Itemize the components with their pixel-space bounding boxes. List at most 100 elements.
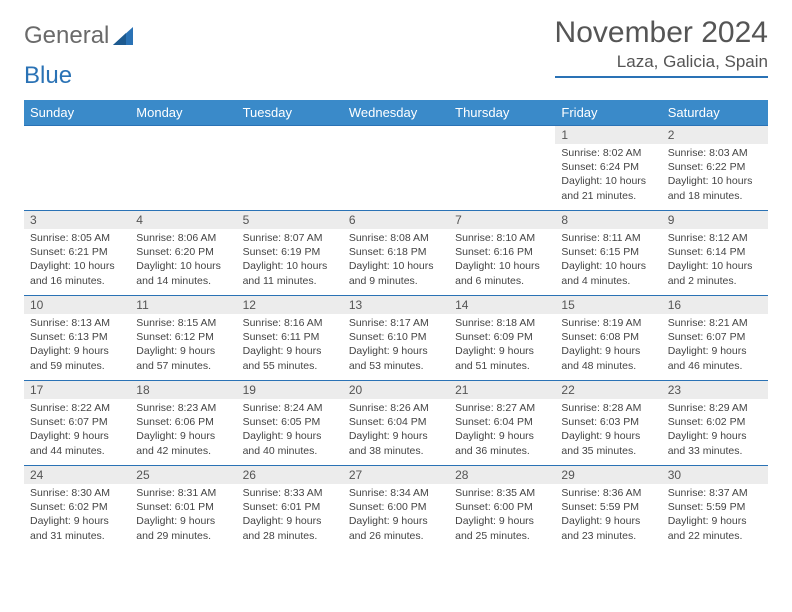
day-info: Sunrise: 8:08 AMSunset: 6:18 PMDaylight:… bbox=[343, 229, 449, 292]
day-cell: 27Sunrise: 8:34 AMSunset: 6:00 PMDayligh… bbox=[343, 466, 449, 551]
day-cell: 19Sunrise: 8:24 AMSunset: 6:05 PMDayligh… bbox=[237, 381, 343, 466]
day-info: Sunrise: 8:21 AMSunset: 6:07 PMDaylight:… bbox=[662, 314, 768, 377]
weekday-header: Thursday bbox=[449, 100, 555, 126]
day-cell: 11Sunrise: 8:15 AMSunset: 6:12 PMDayligh… bbox=[130, 296, 236, 381]
day-number: 6 bbox=[343, 211, 449, 229]
day-cell: 3Sunrise: 8:05 AMSunset: 6:21 PMDaylight… bbox=[24, 211, 130, 296]
day-info: Sunrise: 8:37 AMSunset: 5:59 PMDaylight:… bbox=[662, 484, 768, 547]
day-info: Sunrise: 8:10 AMSunset: 6:16 PMDaylight:… bbox=[449, 229, 555, 292]
week-row: 24Sunrise: 8:30 AMSunset: 6:02 PMDayligh… bbox=[24, 466, 768, 551]
weekday-header: Monday bbox=[130, 100, 236, 126]
day-cell: 1Sunrise: 8:02 AMSunset: 6:24 PMDaylight… bbox=[555, 126, 661, 211]
location-text: Laza, Galicia, Spain bbox=[555, 52, 768, 78]
day-info: Sunrise: 8:18 AMSunset: 6:09 PMDaylight:… bbox=[449, 314, 555, 377]
logo-text-1: General bbox=[24, 22, 109, 50]
weekday-header: Sunday bbox=[24, 100, 130, 126]
day-cell: .. bbox=[237, 126, 343, 211]
day-cell: 6Sunrise: 8:08 AMSunset: 6:18 PMDaylight… bbox=[343, 211, 449, 296]
logo-text-2: Blue bbox=[24, 62, 72, 90]
weekday-header: Friday bbox=[555, 100, 661, 126]
day-cell: 12Sunrise: 8:16 AMSunset: 6:11 PMDayligh… bbox=[237, 296, 343, 381]
day-cell: 16Sunrise: 8:21 AMSunset: 6:07 PMDayligh… bbox=[662, 296, 768, 381]
day-info: Sunrise: 8:12 AMSunset: 6:14 PMDaylight:… bbox=[662, 229, 768, 292]
day-info: Sunrise: 8:34 AMSunset: 6:00 PMDaylight:… bbox=[343, 484, 449, 547]
day-number: 16 bbox=[662, 296, 768, 314]
day-cell: 23Sunrise: 8:29 AMSunset: 6:02 PMDayligh… bbox=[662, 381, 768, 466]
day-number: 2 bbox=[662, 126, 768, 144]
day-info: Sunrise: 8:07 AMSunset: 6:19 PMDaylight:… bbox=[237, 229, 343, 292]
day-info: Sunrise: 8:27 AMSunset: 6:04 PMDaylight:… bbox=[449, 399, 555, 462]
logo-sail-icon bbox=[113, 27, 135, 47]
day-number: 13 bbox=[343, 296, 449, 314]
day-cell: 5Sunrise: 8:07 AMSunset: 6:19 PMDaylight… bbox=[237, 211, 343, 296]
day-info: Sunrise: 8:24 AMSunset: 6:05 PMDaylight:… bbox=[237, 399, 343, 462]
day-info: Sunrise: 8:33 AMSunset: 6:01 PMDaylight:… bbox=[237, 484, 343, 547]
day-number: 15 bbox=[555, 296, 661, 314]
day-info: Sunrise: 8:35 AMSunset: 6:00 PMDaylight:… bbox=[449, 484, 555, 547]
day-info: Sunrise: 8:19 AMSunset: 6:08 PMDaylight:… bbox=[555, 314, 661, 377]
month-title: November 2024 bbox=[555, 16, 768, 50]
day-cell: 14Sunrise: 8:18 AMSunset: 6:09 PMDayligh… bbox=[449, 296, 555, 381]
day-cell: 18Sunrise: 8:23 AMSunset: 6:06 PMDayligh… bbox=[130, 381, 236, 466]
day-info: Sunrise: 8:02 AMSunset: 6:24 PMDaylight:… bbox=[555, 144, 661, 207]
day-cell: 26Sunrise: 8:33 AMSunset: 6:01 PMDayligh… bbox=[237, 466, 343, 551]
day-number: 9 bbox=[662, 211, 768, 229]
day-number: 11 bbox=[130, 296, 236, 314]
day-number: 28 bbox=[449, 466, 555, 484]
day-info: Sunrise: 8:17 AMSunset: 6:10 PMDaylight:… bbox=[343, 314, 449, 377]
day-cell: 25Sunrise: 8:31 AMSunset: 6:01 PMDayligh… bbox=[130, 466, 236, 551]
day-number: 17 bbox=[24, 381, 130, 399]
title-block: November 2024 Laza, Galicia, Spain bbox=[555, 16, 768, 78]
day-number: 24 bbox=[24, 466, 130, 484]
day-number: 8 bbox=[555, 211, 661, 229]
day-info: Sunrise: 8:22 AMSunset: 6:07 PMDaylight:… bbox=[24, 399, 130, 462]
week-row: 17Sunrise: 8:22 AMSunset: 6:07 PMDayligh… bbox=[24, 381, 768, 466]
calendar-body: ..........1Sunrise: 8:02 AMSunset: 6:24 … bbox=[24, 126, 768, 551]
weekday-header: Tuesday bbox=[237, 100, 343, 126]
day-info: Sunrise: 8:23 AMSunset: 6:06 PMDaylight:… bbox=[130, 399, 236, 462]
weekday-header: Wednesday bbox=[343, 100, 449, 126]
day-number: 27 bbox=[343, 466, 449, 484]
day-cell: 9Sunrise: 8:12 AMSunset: 6:14 PMDaylight… bbox=[662, 211, 768, 296]
day-info: Sunrise: 8:36 AMSunset: 5:59 PMDaylight:… bbox=[555, 484, 661, 547]
day-cell: 28Sunrise: 8:35 AMSunset: 6:00 PMDayligh… bbox=[449, 466, 555, 551]
day-info: Sunrise: 8:16 AMSunset: 6:11 PMDaylight:… bbox=[237, 314, 343, 377]
day-cell: 21Sunrise: 8:27 AMSunset: 6:04 PMDayligh… bbox=[449, 381, 555, 466]
day-number: 5 bbox=[237, 211, 343, 229]
day-info: Sunrise: 8:05 AMSunset: 6:21 PMDaylight:… bbox=[24, 229, 130, 292]
day-cell: 10Sunrise: 8:13 AMSunset: 6:13 PMDayligh… bbox=[24, 296, 130, 381]
day-cell: 24Sunrise: 8:30 AMSunset: 6:02 PMDayligh… bbox=[24, 466, 130, 551]
day-cell: 8Sunrise: 8:11 AMSunset: 6:15 PMDaylight… bbox=[555, 211, 661, 296]
day-info: Sunrise: 8:03 AMSunset: 6:22 PMDaylight:… bbox=[662, 144, 768, 207]
day-cell: 15Sunrise: 8:19 AMSunset: 6:08 PMDayligh… bbox=[555, 296, 661, 381]
weekday-header-row: Sunday Monday Tuesday Wednesday Thursday… bbox=[24, 100, 768, 126]
day-number: 26 bbox=[237, 466, 343, 484]
day-number: 29 bbox=[555, 466, 661, 484]
day-cell: .. bbox=[130, 126, 236, 211]
day-number: 10 bbox=[24, 296, 130, 314]
day-cell: .. bbox=[343, 126, 449, 211]
day-cell: 29Sunrise: 8:36 AMSunset: 5:59 PMDayligh… bbox=[555, 466, 661, 551]
day-number: 19 bbox=[237, 381, 343, 399]
day-number: 3 bbox=[24, 211, 130, 229]
weekday-header: Saturday bbox=[662, 100, 768, 126]
day-info: Sunrise: 8:30 AMSunset: 6:02 PMDaylight:… bbox=[24, 484, 130, 547]
day-number: 25 bbox=[130, 466, 236, 484]
day-cell: 22Sunrise: 8:28 AMSunset: 6:03 PMDayligh… bbox=[555, 381, 661, 466]
day-cell: 13Sunrise: 8:17 AMSunset: 6:10 PMDayligh… bbox=[343, 296, 449, 381]
day-number: 22 bbox=[555, 381, 661, 399]
day-number: 4 bbox=[130, 211, 236, 229]
day-cell: 7Sunrise: 8:10 AMSunset: 6:16 PMDaylight… bbox=[449, 211, 555, 296]
day-info: Sunrise: 8:11 AMSunset: 6:15 PMDaylight:… bbox=[555, 229, 661, 292]
day-cell: 2Sunrise: 8:03 AMSunset: 6:22 PMDaylight… bbox=[662, 126, 768, 211]
week-row: 10Sunrise: 8:13 AMSunset: 6:13 PMDayligh… bbox=[24, 296, 768, 381]
day-number: 23 bbox=[662, 381, 768, 399]
day-number: 20 bbox=[343, 381, 449, 399]
day-number: 21 bbox=[449, 381, 555, 399]
day-cell: .. bbox=[449, 126, 555, 211]
calendar-table: Sunday Monday Tuesday Wednesday Thursday… bbox=[24, 100, 768, 551]
day-cell: 17Sunrise: 8:22 AMSunset: 6:07 PMDayligh… bbox=[24, 381, 130, 466]
day-cell: .. bbox=[24, 126, 130, 211]
day-cell: 20Sunrise: 8:26 AMSunset: 6:04 PMDayligh… bbox=[343, 381, 449, 466]
day-info: Sunrise: 8:26 AMSunset: 6:04 PMDaylight:… bbox=[343, 399, 449, 462]
